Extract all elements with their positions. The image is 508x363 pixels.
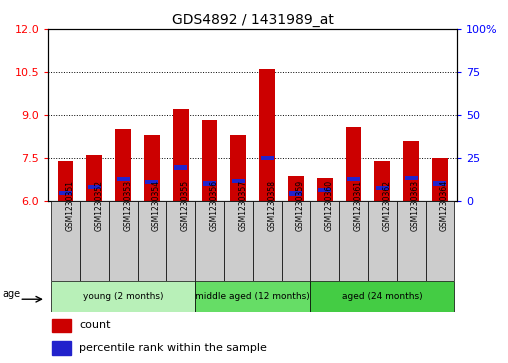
Text: GSM1230355: GSM1230355 bbox=[181, 180, 189, 231]
Bar bbox=[433, 182, 447, 186]
Bar bbox=[166, 201, 195, 281]
Text: GSM1230361: GSM1230361 bbox=[354, 180, 363, 231]
Bar bbox=[52, 342, 71, 355]
Bar bbox=[145, 180, 158, 184]
Bar bbox=[281, 201, 310, 281]
Bar bbox=[288, 176, 304, 201]
Text: count: count bbox=[79, 321, 110, 330]
Bar bbox=[115, 129, 131, 201]
Bar bbox=[174, 166, 187, 170]
Bar bbox=[51, 201, 80, 281]
Bar bbox=[310, 201, 339, 281]
Text: young (2 months): young (2 months) bbox=[83, 292, 164, 301]
Bar bbox=[203, 182, 216, 186]
Bar bbox=[290, 191, 302, 196]
Text: percentile rank within the sample: percentile rank within the sample bbox=[79, 343, 267, 353]
Text: middle aged (12 months): middle aged (12 months) bbox=[196, 292, 310, 301]
Bar bbox=[138, 201, 166, 281]
Bar bbox=[374, 161, 390, 201]
Bar bbox=[195, 201, 224, 281]
Text: GSM1230358: GSM1230358 bbox=[267, 180, 276, 231]
Bar bbox=[310, 281, 454, 312]
Bar bbox=[376, 185, 389, 190]
Bar bbox=[432, 158, 448, 201]
Bar bbox=[347, 177, 360, 181]
Text: age: age bbox=[3, 289, 20, 299]
Bar bbox=[253, 201, 281, 281]
Bar bbox=[144, 135, 160, 201]
Bar bbox=[259, 69, 275, 201]
Bar bbox=[317, 179, 333, 201]
Bar bbox=[195, 281, 310, 312]
Bar bbox=[403, 141, 419, 201]
Bar bbox=[88, 185, 101, 189]
Text: GSM1230360: GSM1230360 bbox=[325, 180, 334, 231]
Bar bbox=[109, 201, 138, 281]
Bar bbox=[405, 176, 418, 180]
Bar bbox=[426, 201, 454, 281]
Text: GSM1230351: GSM1230351 bbox=[66, 180, 75, 231]
Bar bbox=[80, 201, 109, 281]
Bar bbox=[86, 155, 102, 201]
Text: GSM1230364: GSM1230364 bbox=[440, 180, 449, 231]
Text: GSM1230356: GSM1230356 bbox=[209, 180, 218, 231]
Bar bbox=[345, 127, 362, 201]
Bar bbox=[52, 319, 71, 332]
Text: GSM1230357: GSM1230357 bbox=[238, 180, 247, 231]
Bar bbox=[318, 188, 331, 192]
Text: GSM1230362: GSM1230362 bbox=[383, 180, 391, 231]
Bar bbox=[224, 201, 253, 281]
Text: GSM1230352: GSM1230352 bbox=[94, 180, 103, 231]
Text: GSM1230354: GSM1230354 bbox=[152, 180, 161, 231]
Bar bbox=[339, 201, 368, 281]
Bar bbox=[368, 201, 397, 281]
Text: aged (24 months): aged (24 months) bbox=[342, 292, 423, 301]
Bar bbox=[232, 179, 245, 183]
Bar bbox=[397, 201, 426, 281]
Bar bbox=[202, 121, 217, 201]
Bar bbox=[173, 109, 188, 201]
Text: GSM1230359: GSM1230359 bbox=[296, 180, 305, 231]
Bar bbox=[51, 281, 195, 312]
Bar bbox=[57, 161, 74, 201]
Bar bbox=[261, 156, 274, 160]
Bar bbox=[59, 191, 72, 195]
Title: GDS4892 / 1431989_at: GDS4892 / 1431989_at bbox=[172, 13, 334, 26]
Bar bbox=[231, 135, 246, 201]
Bar bbox=[117, 177, 130, 181]
Text: GSM1230353: GSM1230353 bbox=[123, 180, 132, 231]
Text: GSM1230363: GSM1230363 bbox=[411, 180, 420, 231]
